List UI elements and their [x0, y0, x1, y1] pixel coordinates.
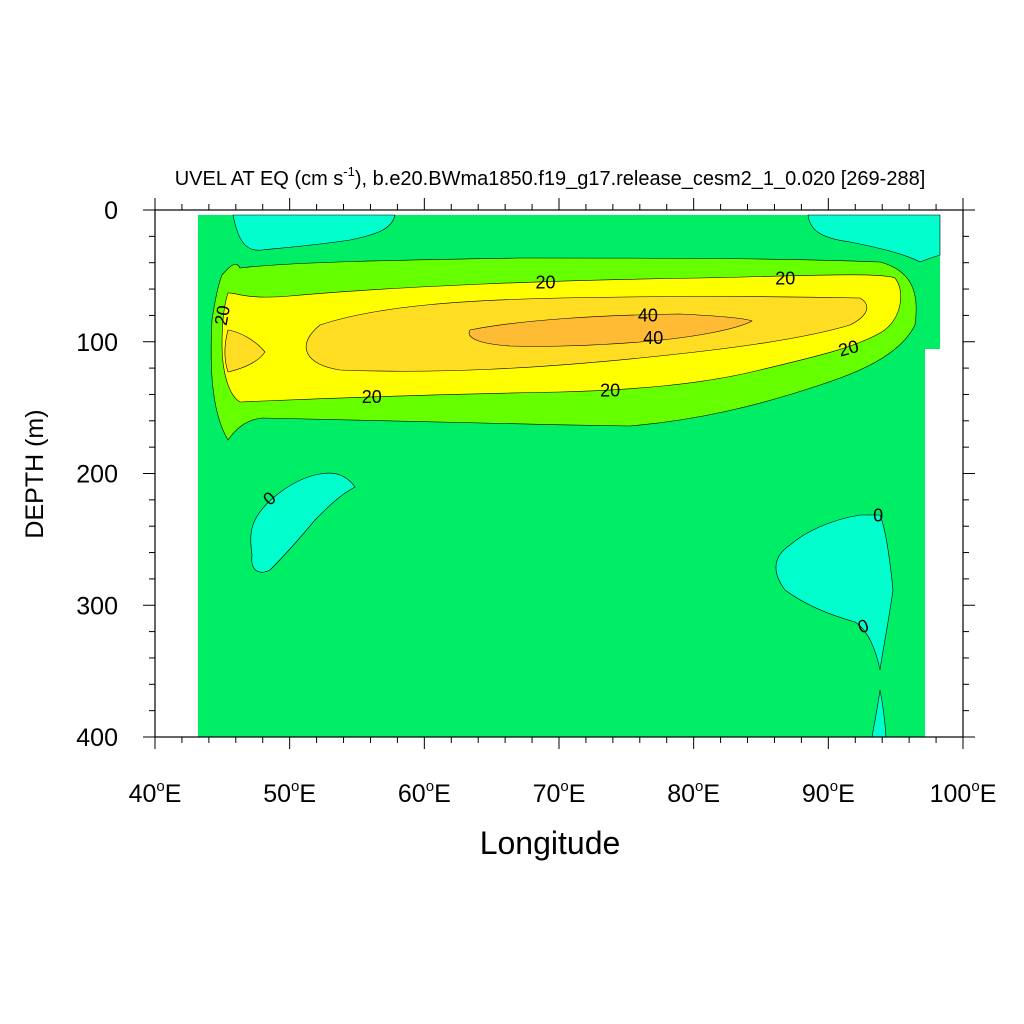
contour-label: 20 — [836, 336, 861, 361]
y-tick-label: 400 — [76, 724, 118, 752]
contour-label: 20 — [536, 272, 556, 292]
contour-label: 0 — [873, 506, 883, 526]
region-negative-west-deep — [250, 472, 356, 573]
contour-field — [198, 214, 941, 738]
chart-title: UVEL AT EQ (cm s-1), b.e20.BWma1850.f19_… — [175, 164, 926, 190]
x-tick-label: 70oE — [533, 778, 586, 808]
region-negative-east-deep — [775, 514, 894, 671]
contour-label: 20 — [362, 387, 382, 407]
region-30-40-west — [224, 329, 266, 373]
contour-label: 40 — [638, 305, 658, 325]
x-tick-label: 100oE — [930, 778, 997, 808]
x-axis-label: Longitude — [480, 825, 621, 861]
x-tick-label: 40oE — [129, 778, 182, 808]
y-tick-label: 200 — [76, 461, 118, 489]
y-axis-label: DEPTH (m) — [21, 409, 49, 538]
contour-label: 40 — [643, 328, 663, 348]
x-tick-label: 60oE — [398, 778, 451, 808]
x-tick-label: 50oE — [263, 778, 316, 808]
x-tick-label: 90oE — [802, 778, 855, 808]
contour-label: 20 — [600, 380, 620, 400]
y-tick-label: 300 — [76, 592, 118, 620]
region-40-50 — [468, 313, 753, 347]
y-tick-label: 0 — [104, 197, 118, 225]
region-negative-surface-east — [807, 214, 941, 263]
region-negative-surface-west — [232, 214, 396, 251]
y-tick-label: 100 — [76, 329, 118, 357]
x-axis-ticks: 40oE 50oE 60oE 70oE 80oE 90oE 100oE — [129, 198, 997, 808]
contour-label: 20 — [775, 269, 795, 289]
x-tick-label: 80oE — [667, 778, 720, 808]
contour-label: 20 — [211, 304, 234, 327]
